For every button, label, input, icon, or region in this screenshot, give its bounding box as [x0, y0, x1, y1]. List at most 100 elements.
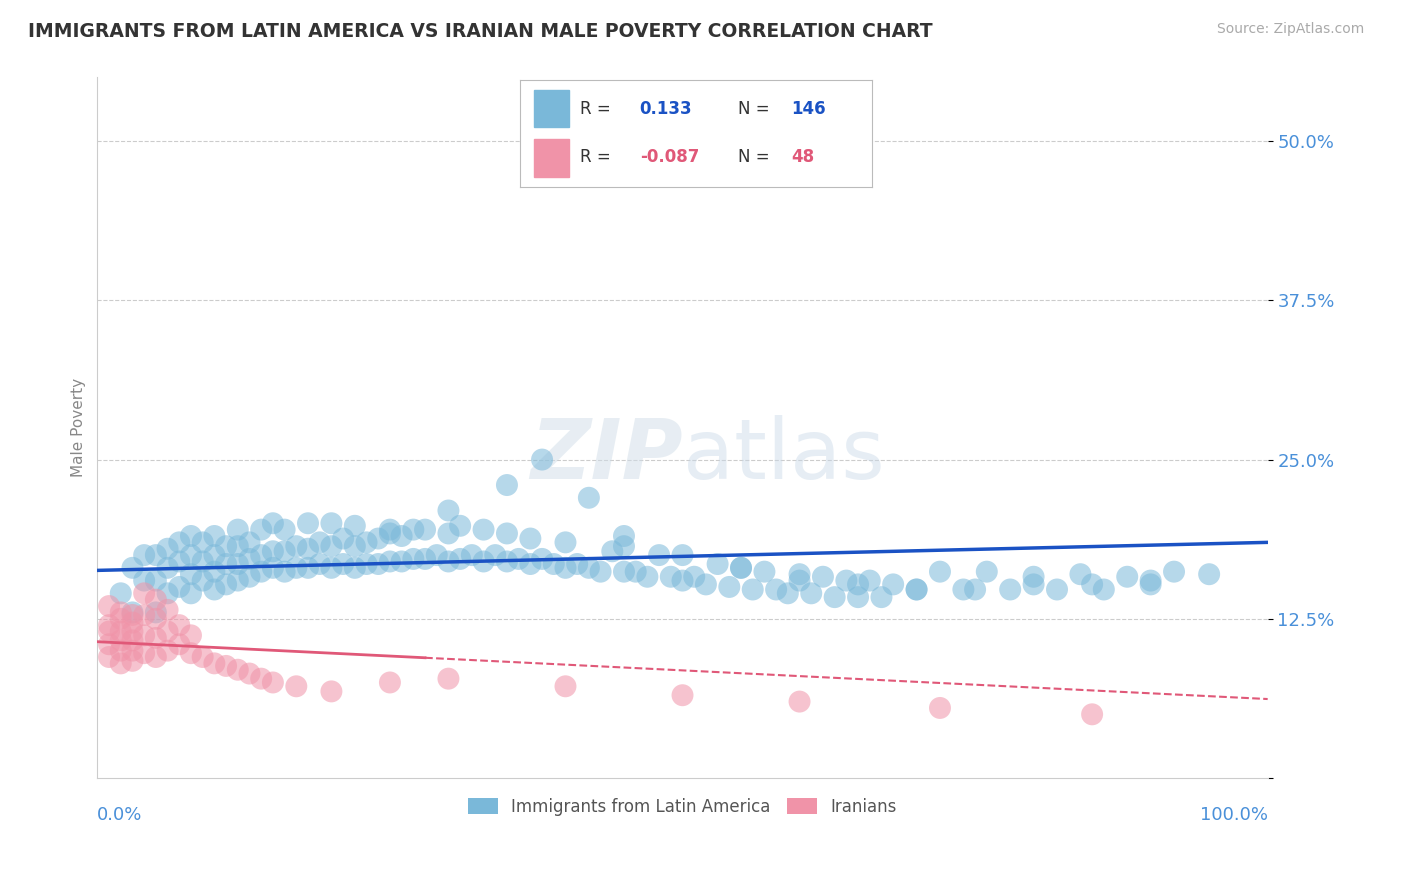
Point: [145, 650, 167, 665]
Point: [110, 586, 132, 600]
Point: [1139, 577, 1161, 591]
Text: R =: R =: [581, 100, 610, 118]
Point: [998, 582, 1021, 597]
Point: [226, 539, 249, 553]
Point: [519, 557, 541, 571]
Legend: Immigrants from Latin America, Iranians: Immigrants from Latin America, Iranians: [461, 791, 904, 822]
Point: [1022, 570, 1045, 584]
Point: [965, 582, 987, 597]
Point: [191, 535, 214, 549]
Point: [262, 516, 284, 531]
Text: atlas: atlas: [682, 416, 884, 496]
Point: [496, 478, 519, 492]
Point: [297, 516, 319, 531]
Point: [589, 565, 612, 579]
Point: [824, 590, 846, 604]
Point: [180, 646, 202, 660]
Point: [578, 491, 600, 505]
Point: [952, 582, 974, 597]
Point: [145, 612, 167, 626]
Point: [789, 574, 811, 588]
Point: [543, 557, 565, 571]
Point: [321, 561, 343, 575]
Point: [613, 539, 636, 553]
Point: [321, 516, 343, 531]
Point: [98, 650, 121, 665]
Point: [600, 544, 623, 558]
Point: [554, 679, 576, 693]
Point: [496, 554, 519, 568]
Text: IMMIGRANTS FROM LATIN AMERICA VS IRANIAN MALE POVERTY CORRELATION CHART: IMMIGRANTS FROM LATIN AMERICA VS IRANIAN…: [28, 22, 932, 41]
Point: [437, 526, 460, 541]
Point: [508, 552, 530, 566]
Point: [519, 532, 541, 546]
Point: [343, 561, 366, 575]
Point: [671, 688, 693, 702]
Point: [121, 561, 143, 575]
Point: [262, 675, 284, 690]
Point: [929, 565, 952, 579]
Point: [624, 565, 647, 579]
Point: [262, 544, 284, 558]
Point: [472, 554, 495, 568]
Point: [191, 650, 214, 665]
Point: [811, 570, 834, 584]
Point: [202, 657, 225, 671]
Point: [226, 663, 249, 677]
Point: [238, 666, 260, 681]
Point: [449, 552, 471, 566]
Point: [378, 554, 401, 568]
Point: [215, 557, 238, 571]
Point: [169, 618, 191, 632]
Point: [789, 567, 811, 582]
Point: [1022, 577, 1045, 591]
Point: [402, 552, 425, 566]
Point: [250, 672, 273, 686]
Point: [226, 523, 249, 537]
Point: [98, 599, 121, 613]
Point: [191, 554, 214, 568]
Point: [659, 570, 682, 584]
Point: [578, 561, 600, 575]
Point: [437, 503, 460, 517]
Point: [437, 554, 460, 568]
Text: 48: 48: [790, 148, 814, 166]
Text: R =: R =: [581, 148, 610, 166]
Text: 100.0%: 100.0%: [1199, 806, 1268, 824]
Point: [367, 557, 389, 571]
Point: [426, 548, 449, 562]
Point: [110, 612, 132, 626]
Point: [308, 535, 330, 549]
Point: [238, 535, 260, 549]
Point: [98, 637, 121, 651]
Point: [378, 523, 401, 537]
Point: [496, 526, 519, 541]
Point: [238, 552, 260, 566]
Point: [343, 518, 366, 533]
Point: [671, 574, 693, 588]
Text: 0.133: 0.133: [640, 100, 692, 118]
Point: [110, 606, 132, 620]
Point: [859, 574, 882, 588]
Point: [730, 561, 752, 575]
Point: [741, 582, 763, 597]
Point: [238, 570, 260, 584]
Point: [531, 452, 554, 467]
Point: [98, 618, 121, 632]
Point: [461, 548, 484, 562]
Text: 146: 146: [790, 100, 825, 118]
Point: [180, 567, 202, 582]
Point: [262, 561, 284, 575]
Point: [929, 701, 952, 715]
Point: [308, 557, 330, 571]
Point: [156, 643, 179, 657]
Point: [613, 565, 636, 579]
Point: [332, 532, 354, 546]
Point: [226, 574, 249, 588]
Point: [413, 523, 436, 537]
Point: [169, 637, 191, 651]
Point: [754, 565, 776, 579]
Point: [391, 554, 413, 568]
Point: [121, 643, 143, 657]
Point: [156, 541, 179, 556]
